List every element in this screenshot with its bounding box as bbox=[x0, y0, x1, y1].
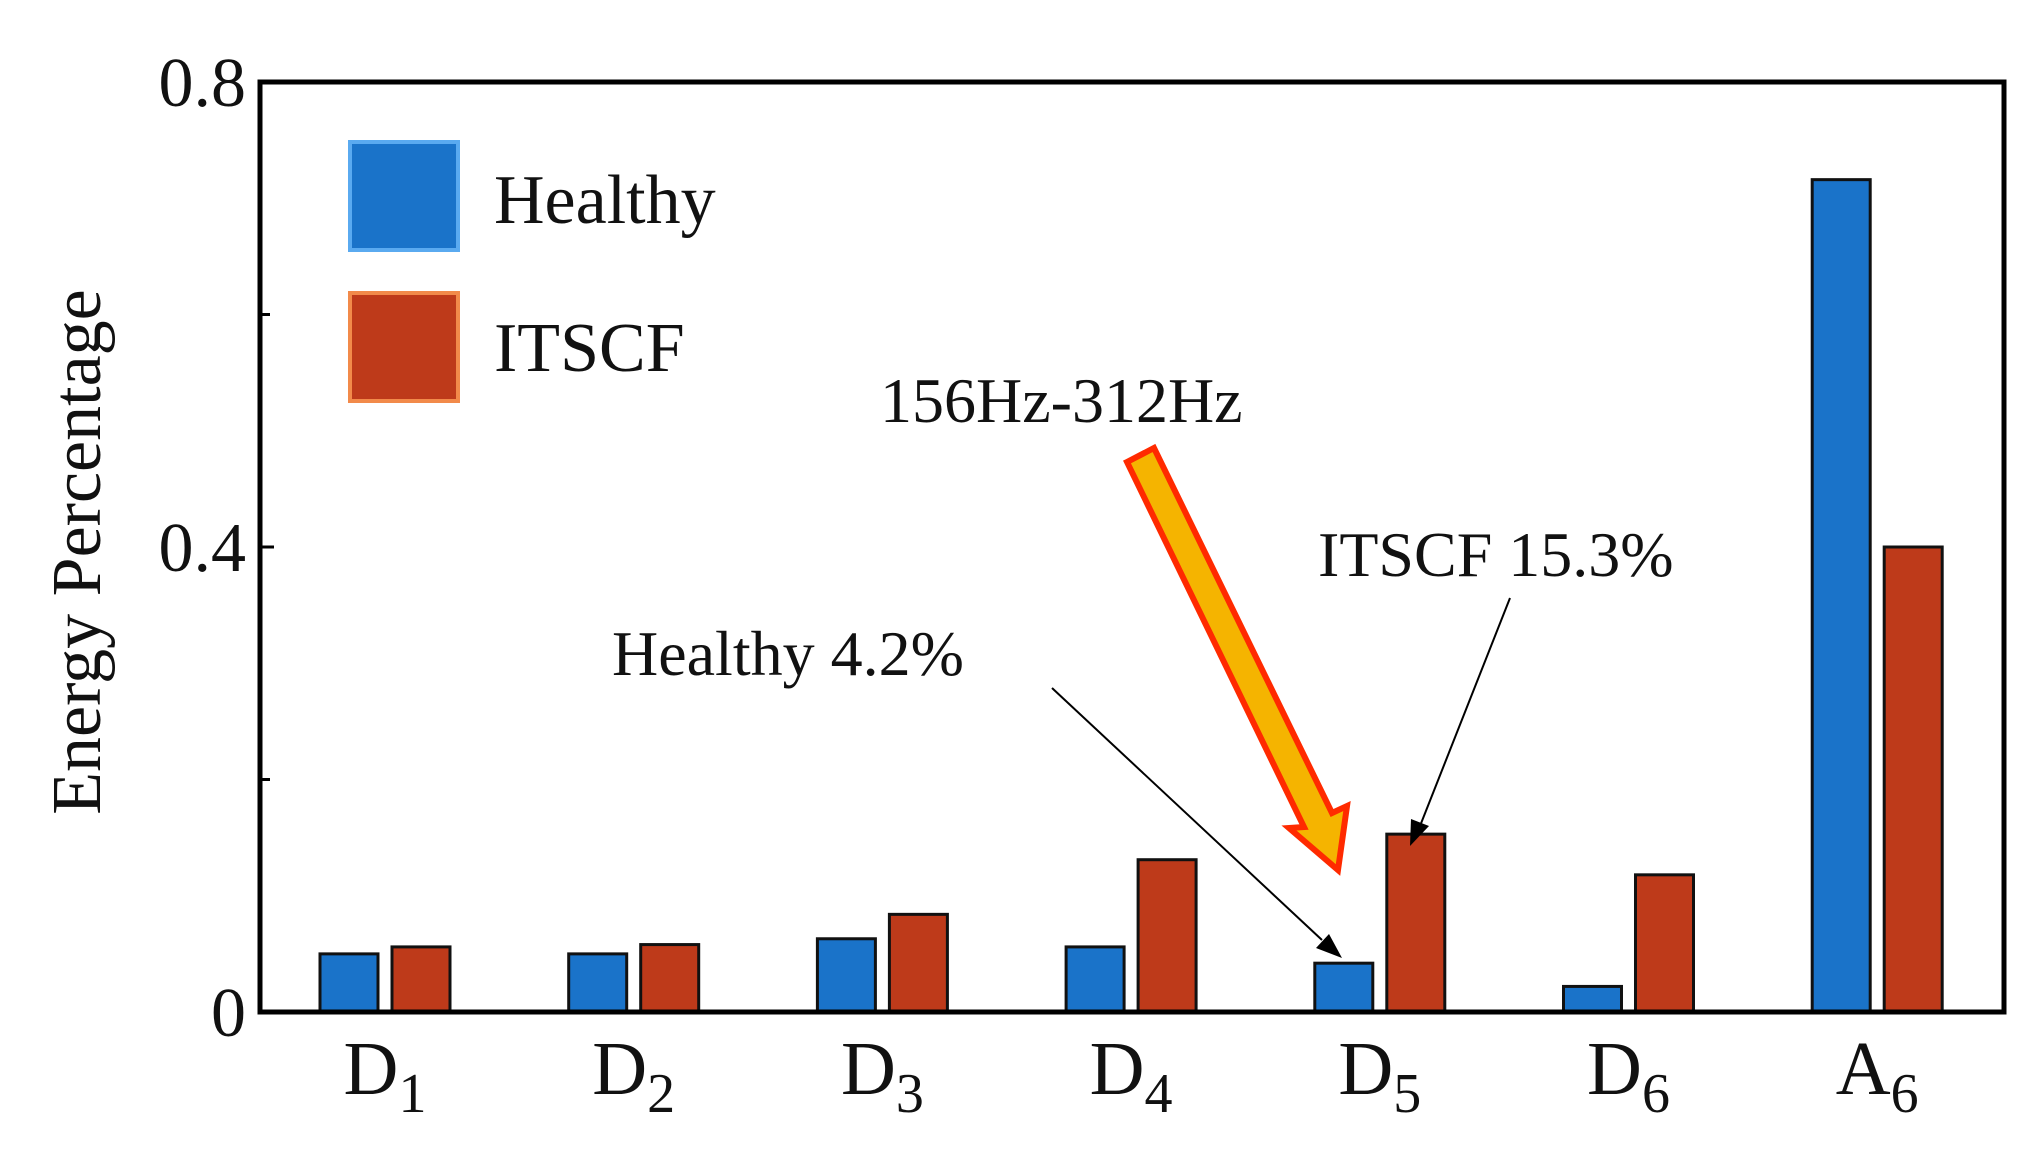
legend-swatch-healthy bbox=[348, 140, 460, 252]
x-tick-label: D2 bbox=[592, 1027, 675, 1125]
y-tick-label: 0.8 bbox=[159, 45, 247, 122]
y-tick-label: 0 bbox=[211, 975, 246, 1052]
x-tick-label: D3 bbox=[841, 1027, 924, 1125]
bar-healthy-d2 bbox=[567, 952, 629, 1014]
annotation-itscf-label: ITSCF 15.3% bbox=[1318, 519, 1674, 590]
bar-healthy-d3 bbox=[815, 937, 877, 1014]
bar-itscf-d3 bbox=[887, 912, 949, 1014]
bar-healthy-d6 bbox=[1562, 984, 1623, 1014]
bar-itscf-d5 bbox=[1385, 832, 1447, 1014]
legend-label-healthy: Healthy bbox=[494, 162, 716, 239]
pointer-arrow-itscf-head bbox=[1410, 819, 1429, 846]
pointer-arrow-healthy-head bbox=[1316, 934, 1342, 958]
x-tick-label: D5 bbox=[1338, 1027, 1421, 1125]
annotation-band-label: 156Hz-312Hz bbox=[880, 365, 1243, 436]
bar-healthy-d1 bbox=[318, 952, 380, 1014]
bar-itscf-a6 bbox=[1882, 545, 1944, 1014]
y-ticks bbox=[260, 80, 274, 1014]
legend-label-itscf: ITSCF bbox=[494, 310, 685, 387]
x-tick-labels: D1 D2 D3 D4 D5 D6 A6 bbox=[344, 1027, 1919, 1125]
legend: Healthy ITSCF bbox=[348, 140, 716, 403]
legend-swatch-itscf bbox=[348, 291, 460, 403]
bar-itscf-d1 bbox=[390, 945, 452, 1014]
y-tick-label: 0.4 bbox=[159, 510, 247, 587]
y-tick-labels: 0 0.4 0.8 bbox=[159, 45, 247, 1052]
highlight-arrow bbox=[1123, 443, 1351, 876]
pointer-arrow-itscf bbox=[1419, 597, 1511, 827]
pointer-arrow-healthy bbox=[1051, 687, 1323, 941]
y-axis-title: Energy Percentage bbox=[39, 289, 116, 814]
x-tick-label: D4 bbox=[1090, 1027, 1173, 1125]
bar-itscf-d2 bbox=[639, 943, 701, 1014]
x-tick-label: D6 bbox=[1587, 1027, 1670, 1125]
bar-healthy-d5 bbox=[1313, 961, 1375, 1014]
pointer-arrows bbox=[1051, 597, 1511, 958]
bar-itscf-d6 bbox=[1634, 873, 1695, 1014]
bar-itscf-d4 bbox=[1136, 858, 1198, 1014]
bars bbox=[318, 178, 1944, 1014]
annotation-healthy-label: Healthy 4.2% bbox=[612, 618, 964, 689]
x-tick-label: D1 bbox=[344, 1027, 427, 1125]
bar-healthy-d4 bbox=[1064, 945, 1126, 1014]
bar-healthy-a6 bbox=[1810, 178, 1872, 1014]
x-tick-label: A6 bbox=[1836, 1027, 1919, 1125]
